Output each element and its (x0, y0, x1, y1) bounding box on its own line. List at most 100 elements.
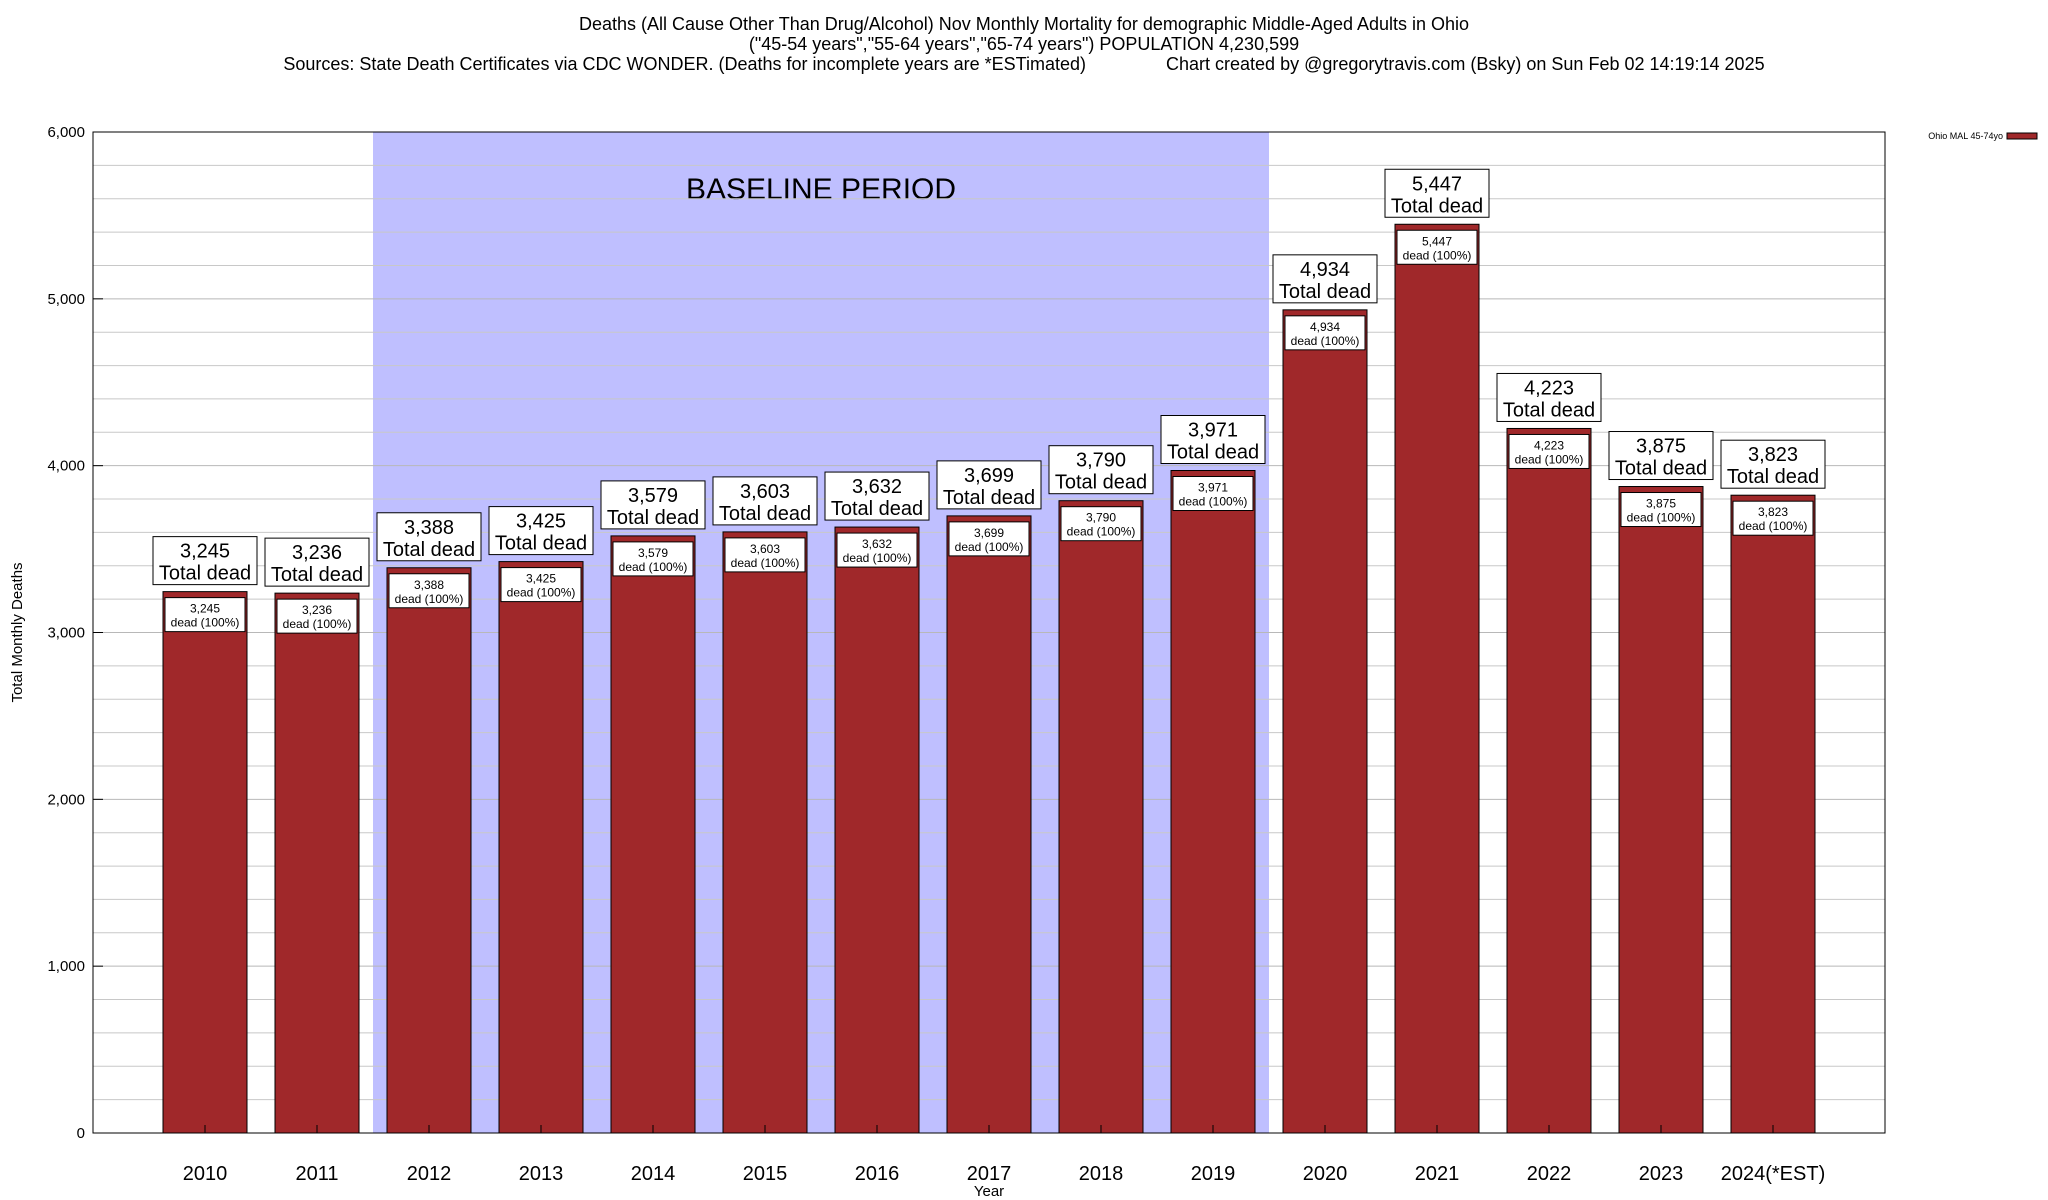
inner-percent-label: dead (100%) (171, 616, 240, 630)
inner-label-box (1396, 229, 1478, 265)
total-value-label: 3,579 (628, 485, 678, 507)
inner-value-label: 3,236 (302, 603, 332, 617)
x-tick-label: 2022 (1527, 1163, 1572, 1185)
inner-value-label: 4,934 (1310, 320, 1340, 334)
bar (1394, 223, 1480, 1134)
x-tick-label: 2013 (519, 1163, 564, 1185)
inner-percent-label: dead (100%) (955, 540, 1024, 554)
total-label-box (1160, 415, 1266, 465)
bar (946, 515, 1032, 1134)
inner-label-box (1060, 506, 1142, 542)
inner-value-label: 3,790 (1086, 511, 1116, 525)
total-dead-label: Total dead (1503, 399, 1595, 421)
inner-label-box (724, 537, 806, 573)
bar (1170, 470, 1256, 1134)
total-dead-label: Total dead (607, 507, 699, 529)
y-tick-label: 2,000 (47, 791, 85, 808)
total-dead-label: Total dead (271, 564, 363, 586)
total-value-label: 3,790 (1076, 450, 1126, 472)
inner-label-box (948, 521, 1030, 557)
inner-value-label: 3,388 (414, 578, 444, 592)
total-dead-label: Total dead (1727, 466, 1819, 488)
inner-value-label: 3,632 (862, 537, 892, 551)
y-tick-label: 1,000 (47, 958, 85, 975)
total-label-box (1720, 439, 1826, 489)
total-dead-label: Total dead (719, 503, 811, 525)
y-tick-label: 5,000 (47, 291, 85, 308)
total-dead-label: Total dead (159, 563, 251, 585)
legend-swatch (2006, 132, 2038, 140)
total-label-box (936, 460, 1042, 510)
total-dead-label: Total dead (1615, 458, 1707, 480)
total-dead-label: Total dead (383, 539, 475, 561)
bar (274, 592, 360, 1134)
inner-value-label: 3,579 (638, 546, 668, 560)
y-tick-label: 3,000 (47, 625, 85, 642)
bar (610, 535, 696, 1134)
total-value-label: 3,632 (852, 476, 902, 498)
total-label-box (824, 471, 930, 521)
x-tick-label: 2017 (967, 1163, 1012, 1185)
x-axis-title: Year (974, 1183, 1004, 1200)
inner-label-box (276, 598, 358, 634)
inner-percent-label: dead (100%) (507, 586, 576, 600)
total-label-box (1384, 168, 1490, 218)
bar (722, 531, 808, 1134)
total-value-label: 3,236 (292, 542, 342, 564)
inner-value-label: 4,223 (1534, 438, 1564, 452)
bar (1058, 500, 1144, 1134)
inner-percent-label: dead (100%) (1515, 452, 1584, 466)
inner-label-box (1508, 433, 1590, 469)
x-tick-label: 2014 (631, 1163, 676, 1185)
inner-label-box (1284, 315, 1366, 351)
total-label-box (600, 480, 706, 530)
bar (1506, 427, 1592, 1134)
total-label-box (1272, 254, 1378, 304)
inner-percent-label: dead (100%) (1627, 511, 1696, 525)
x-tick-label: 2018 (1079, 1163, 1124, 1185)
x-tick-label: 2023 (1639, 1163, 1684, 1185)
inner-percent-label: dead (100%) (1179, 495, 1248, 509)
inner-percent-label: dead (100%) (1739, 519, 1808, 533)
total-value-label: 3,603 (740, 481, 790, 503)
total-dead-label: Total dead (1167, 442, 1259, 464)
inner-percent-label: dead (100%) (731, 556, 800, 570)
inner-percent-label: dead (100%) (1291, 334, 1360, 348)
total-value-label: 3,823 (1748, 444, 1798, 466)
inner-label-box (836, 532, 918, 568)
total-value-label: 4,934 (1300, 259, 1350, 281)
x-tick-label: 2012 (407, 1163, 452, 1185)
inner-value-label: 3,971 (1198, 481, 1228, 495)
total-dead-label: Total dead (495, 533, 587, 555)
inner-label-box (1732, 500, 1814, 536)
total-label-box (152, 536, 258, 586)
inner-percent-label: dead (100%) (395, 592, 464, 606)
legend-label: Ohio MAL 45-74yo (1928, 131, 2003, 141)
inner-value-label: 5,447 (1422, 234, 1452, 248)
total-label-box (1496, 372, 1602, 422)
inner-value-label: 3,245 (190, 602, 220, 616)
total-dead-label: Total dead (1391, 195, 1483, 217)
total-label-box (1048, 445, 1154, 495)
x-tick-label: 2020 (1303, 1163, 1348, 1185)
x-tick-label: 2015 (743, 1163, 788, 1185)
inner-label-box (388, 573, 470, 609)
inner-percent-label: dead (100%) (619, 560, 688, 574)
inner-percent-label: dead (100%) (1403, 248, 1472, 262)
chart-title: Deaths (All Cause Other Than Drug/Alcoho… (578, 14, 1470, 34)
total-dead-label: Total dead (1055, 472, 1147, 494)
bar (386, 567, 472, 1134)
y-axis-title: Total Monthly Deaths (9, 562, 26, 702)
baseline-period-label: BASELINE PERIOD (686, 173, 956, 206)
x-tick-label: 2016 (855, 1163, 900, 1185)
inner-label-box (500, 567, 582, 603)
total-dead-label: Total dead (943, 487, 1035, 509)
x-tick-label: 2024(*EST) (1721, 1163, 1826, 1185)
bar (834, 526, 920, 1134)
y-tick-label: 4,000 (47, 458, 85, 475)
y-tick-label: 0 (77, 1125, 85, 1142)
x-tick-label: 2010 (183, 1163, 228, 1185)
bar (498, 561, 584, 1134)
total-value-label: 3,875 (1636, 436, 1686, 458)
total-value-label: 3,971 (1188, 420, 1238, 442)
